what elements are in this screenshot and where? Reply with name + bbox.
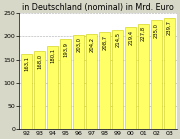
Bar — [47, 46, 58, 129]
Bar — [60, 39, 71, 129]
Text: 235,0: 235,0 — [154, 23, 159, 38]
Title: in Deutschland (nominal) in Mrd. Euro: in Deutschland (nominal) in Mrd. Euro — [22, 3, 174, 13]
Text: 239,7: 239,7 — [167, 20, 172, 35]
Bar — [34, 51, 45, 129]
Text: 180,1: 180,1 — [50, 48, 55, 63]
Text: 214,5: 214,5 — [115, 32, 120, 47]
Text: 204,2: 204,2 — [89, 37, 94, 52]
Text: 227,8: 227,8 — [141, 26, 146, 41]
Bar — [125, 27, 136, 129]
Text: 168,0: 168,0 — [37, 54, 42, 69]
Bar — [86, 34, 97, 129]
Bar — [99, 32, 110, 129]
Text: 163,1: 163,1 — [24, 56, 29, 71]
Bar — [73, 35, 84, 129]
Text: 208,7: 208,7 — [102, 35, 107, 50]
Text: 203,0: 203,0 — [76, 37, 81, 52]
Text: 219,4: 219,4 — [128, 30, 133, 45]
Bar — [164, 18, 175, 129]
Bar — [151, 20, 162, 129]
Text: 193,9: 193,9 — [63, 42, 68, 57]
Bar — [138, 23, 149, 129]
Bar — [21, 54, 32, 129]
Bar — [112, 30, 123, 129]
